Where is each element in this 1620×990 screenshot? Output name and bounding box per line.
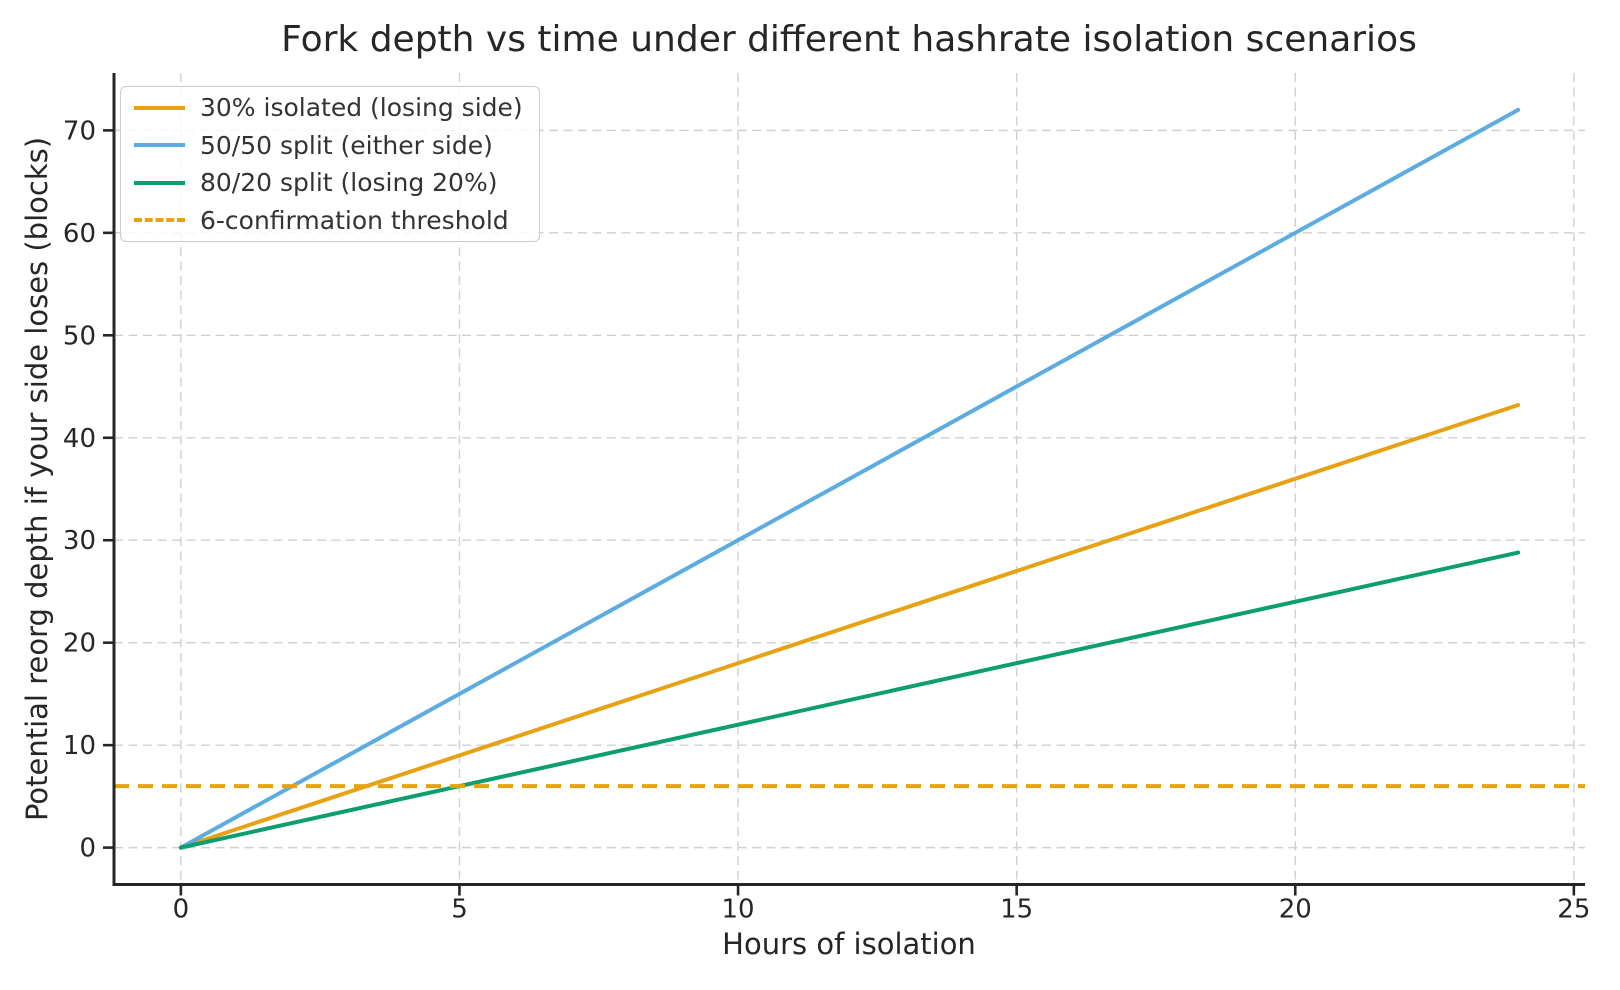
x-tick-label: 15 — [1000, 895, 1033, 925]
legend-swatch-line — [134, 143, 185, 148]
y-tick-label: 50 — [63, 321, 96, 351]
y-tick-label: 10 — [63, 731, 96, 761]
legend-item-0: 30% isolated (losing side) — [134, 89, 523, 127]
y-tick-label: 60 — [63, 219, 96, 249]
series-line-1 — [178, 107, 1521, 850]
x-tick-label: 20 — [1279, 895, 1312, 925]
legend-item-2: 80/20 split (losing 20%) — [134, 164, 523, 202]
legend-item-1: 50/50 split (either side) — [134, 127, 523, 165]
x-tick-label: 5 — [451, 895, 468, 925]
series-lines — [178, 107, 1521, 850]
chart-title: Fork depth vs time under different hashr… — [281, 19, 1417, 60]
y-tick-label: 0 — [79, 834, 96, 864]
series-line-2 — [178, 550, 1521, 850]
series-line-0 — [178, 402, 1521, 850]
legend-item-3: 6-confirmation threshold — [134, 202, 523, 240]
legend-swatch-line — [134, 180, 185, 185]
y-axis-label: Potential reorg depth if your side loses… — [20, 136, 54, 822]
legend-swatch-dashed-line — [134, 218, 185, 223]
y-tick-label: 30 — [63, 526, 96, 556]
x-tick-label: 10 — [722, 895, 755, 925]
legend: 30% isolated (losing side) 50/50 split (e… — [120, 86, 540, 242]
x-axis-label: Hours of isolation — [722, 927, 976, 961]
x-tick-label: 0 — [173, 895, 190, 925]
legend-label: 80/20 split (losing 20%) — [200, 168, 498, 198]
legend-swatch-line — [134, 105, 185, 110]
legend-label: 30% isolated (losing side) — [200, 93, 523, 123]
legend-label: 6-confirmation threshold — [200, 205, 509, 235]
y-tick-label: 40 — [63, 424, 96, 454]
legend-label: 50/50 split (either side) — [200, 130, 493, 160]
grid-lines — [114, 73, 1585, 885]
y-tick-label: 20 — [63, 629, 96, 659]
x-tick-label: 25 — [1557, 895, 1590, 925]
y-tick-label: 70 — [63, 116, 96, 146]
axes: 0 5 10 15 20 25 0 10 20 30 40 50 60 70 — [63, 73, 1590, 925]
